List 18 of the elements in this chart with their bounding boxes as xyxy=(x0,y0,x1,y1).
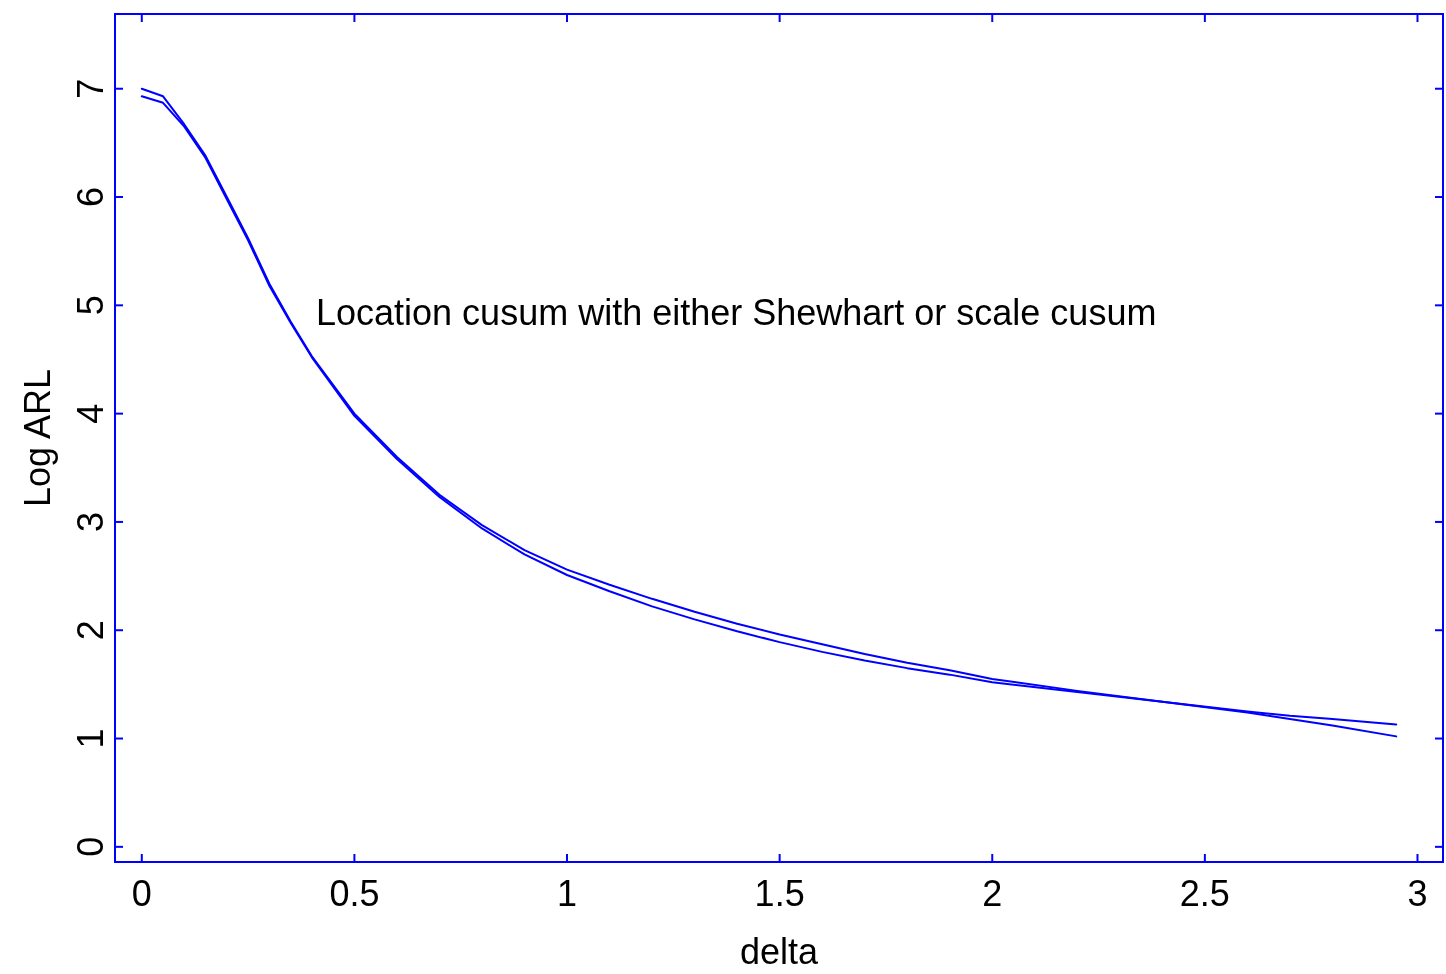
x-axis-title: delta xyxy=(739,931,819,972)
x-tick-label: 1 xyxy=(557,873,578,914)
annotation: Location cusum with either Shewhart or scale cusum xyxy=(316,292,1157,333)
x-tick-label: 0.5 xyxy=(329,873,380,914)
y-axis-title: Log ARL xyxy=(17,368,58,508)
x-tick-label: 3 xyxy=(1407,873,1428,914)
y-tick-label: 7 xyxy=(69,78,111,99)
y-tick-label: 6 xyxy=(69,187,111,208)
x-tick-label: 2.5 xyxy=(1179,873,1230,914)
y-tick-label: 3 xyxy=(69,511,111,532)
y-tick-label: 4 xyxy=(69,403,111,424)
x-tick-label: 2 xyxy=(982,873,1003,914)
x-tick-label: 0 xyxy=(131,873,152,914)
y-tick-label: 5 xyxy=(69,295,111,316)
y-tick-label: 1 xyxy=(69,728,111,749)
y-tick-label: 2 xyxy=(69,620,111,641)
y-tick-label: 0 xyxy=(69,836,111,857)
x-tick-label: 1.5 xyxy=(754,873,805,914)
